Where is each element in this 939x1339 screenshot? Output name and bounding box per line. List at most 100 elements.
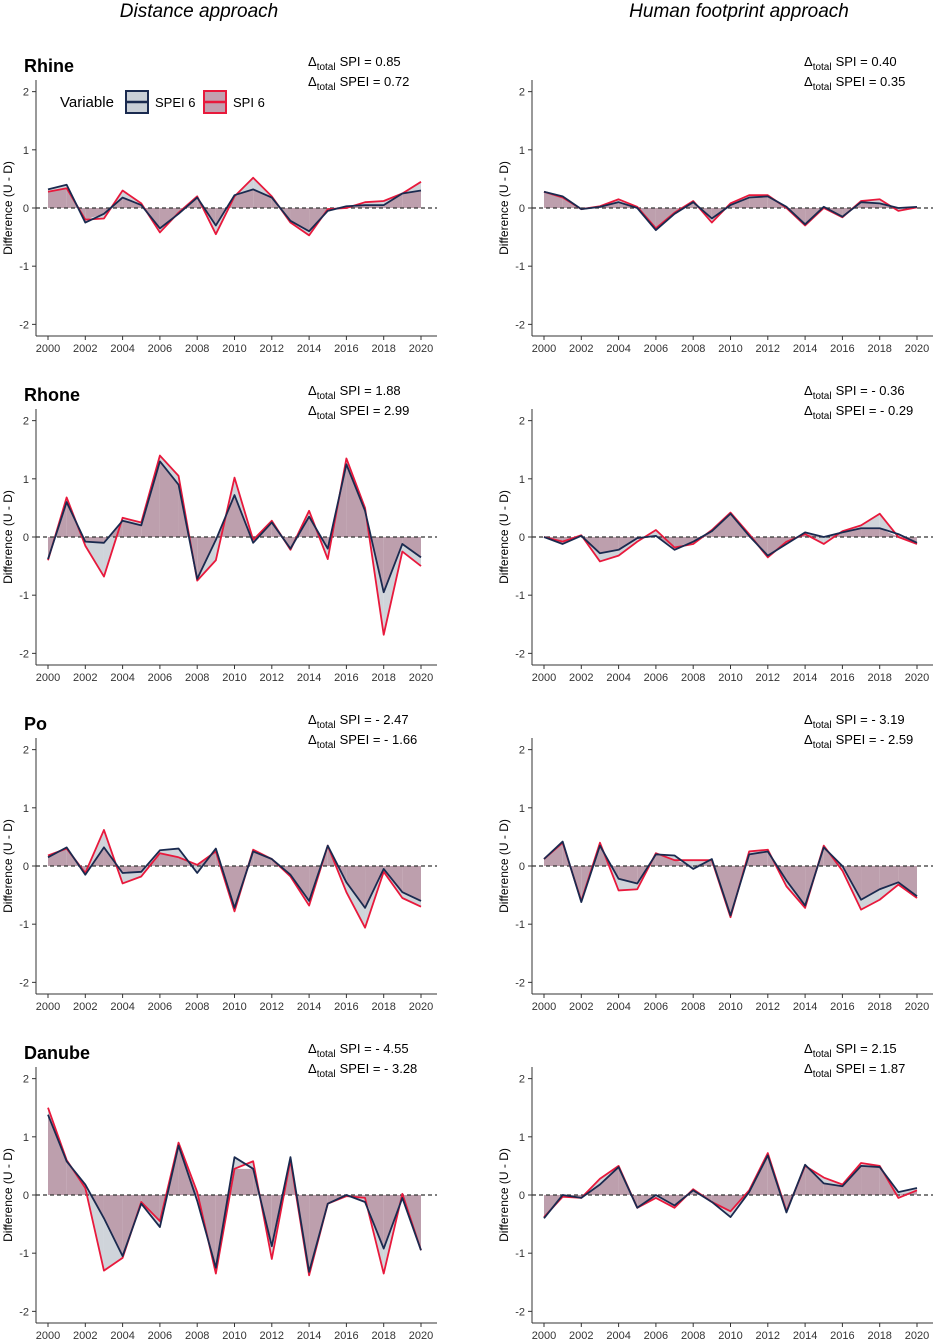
y-tick-label-rhine-footprint: 1: [519, 145, 525, 157]
band-area-rhine-distance-2006: [159, 208, 179, 229]
delta-spi-rhone-distance: Δtotal SPI = 1.88: [308, 383, 401, 402]
band-area-danube-distance-2001: [66, 1161, 86, 1195]
y-tick-label-danube-footprint: 0: [519, 1190, 525, 1202]
y-axis-label-po-distance: Difference (U - D): [1, 819, 15, 913]
x-tick-label-danube-footprint: 2012: [756, 1330, 780, 1339]
panel-rhone-distance: -2 -1 0 1 2 2000 2002 2004 2006 2008 2010 2012 2014 2…: [1, 383, 437, 684]
series-line-spei6-danube-distance: [47, 1114, 422, 1273]
band-area-rhone-footprint-2012: [767, 537, 787, 556]
y-tick-label-rhone-distance: 2: [23, 416, 29, 428]
y-tick-label-po-footprint: 1: [519, 803, 525, 815]
band-area-po-footprint-2013: [786, 866, 806, 906]
band-area-po-footprint-2011: [749, 851, 768, 866]
band-area-rhine-distance-2010: [234, 189, 254, 208]
x-tick-label-po-distance: 2018: [371, 1001, 395, 1013]
x-tick-label-danube-footprint: 2004: [606, 1330, 630, 1339]
y-tick-label-rhone-distance: -1: [19, 590, 29, 602]
band-area-rhone-footprint-2016: [842, 528, 862, 537]
x-tick-label-rhone-footprint: 2002: [569, 672, 593, 684]
band-area-po-distance-2013: [290, 866, 310, 901]
x-tick-label-danube-footprint: 2008: [681, 1330, 705, 1339]
x-tick-label-po-footprint: 2018: [867, 1001, 891, 1013]
band-between-po-distance-2016: [346, 882, 366, 928]
x-tick-label-po-footprint: 2006: [644, 1001, 668, 1013]
x-tick-label-danube-footprint: 2002: [569, 1330, 593, 1339]
x-tick-label-rhine-footprint: 2018: [867, 343, 891, 355]
band-area-rhine-distance-2013: [290, 208, 310, 232]
x-tick-label-po-footprint: 2000: [532, 1001, 556, 1013]
x-tick-label-rhone-footprint: 2006: [644, 672, 668, 684]
y-tick-label-po-footprint: 0: [519, 861, 525, 873]
x-tick-label-danube-footprint: 2018: [867, 1330, 891, 1339]
series-line-spei6-po-distance: [47, 844, 422, 909]
x-tick-label-rhone-distance: 2010: [222, 672, 246, 684]
y-tick-label-danube-distance: 2: [23, 1074, 29, 1086]
x-tick-label-rhone-footprint: 2000: [532, 672, 556, 684]
x-tick-label-danube-distance: 2016: [334, 1330, 358, 1339]
delta-spei-rhone-distance: Δtotal SPEI = 2.99: [308, 403, 409, 422]
band-area-po-footprint-2019: [898, 866, 917, 897]
band-area-rhone-distance-2006: [159, 461, 179, 537]
x-tick-label-po-footprint: 2012: [756, 1001, 780, 1013]
band-area-danube-distance-2005: [141, 1195, 160, 1222]
band-between-po-footprint-2004: [618, 878, 638, 891]
band-between-danube-distance-2003: [103, 1218, 123, 1271]
x-tick-label-rhine-footprint: 2020: [905, 343, 929, 355]
y-axis-label-rhine-footprint: Difference (U - D): [497, 161, 511, 255]
x-tick-label-rhone-distance: 2004: [110, 672, 134, 684]
band-area-po-distance-2000: [48, 848, 67, 866]
band-area-po-footprint-2000: [544, 842, 563, 866]
y-axis-label-po-footprint: Difference (U - D): [497, 819, 511, 913]
delta-spi-rhone-footprint: Δtotal SPI = - 0.36: [804, 383, 905, 402]
band-area-rhine-footprint-2000: [544, 191, 563, 208]
x-tick-label-rhone-footprint: 2010: [718, 672, 742, 684]
x-tick-label-po-distance: 2008: [185, 1001, 209, 1013]
y-axis-label-danube-footprint: Difference (U - D): [497, 1148, 511, 1242]
y-tick-label-po-footprint: -2: [515, 977, 525, 989]
column-title-right: Human footprint approach: [629, 1, 849, 22]
y-tick-label-danube-distance: -1: [19, 1248, 29, 1260]
x-tick-label-rhone-footprint: 2020: [905, 672, 929, 684]
x-tick-label-rhine-footprint: 2016: [830, 343, 854, 355]
band-area-rhine-distance-2011: [253, 189, 272, 208]
x-tick-label-rhone-distance: 2018: [371, 672, 395, 684]
x-tick-label-po-distance: 2016: [334, 1001, 358, 1013]
y-axis-label-rhone-distance: Difference (U - D): [1, 490, 15, 584]
x-tick-label-rhone-footprint: 2014: [793, 672, 817, 684]
y-tick-label-po-distance: -2: [19, 977, 29, 989]
band-area-rhone-footprint-2003: [599, 537, 619, 554]
x-tick-label-po-footprint: 2008: [681, 1001, 705, 1013]
x-tick-label-po-distance: 2004: [110, 1001, 134, 1013]
series-line-spi6-rhone-footprint: [543, 511, 918, 563]
x-tick-label-danube-footprint: 2006: [644, 1330, 668, 1339]
delta-spei-danube-footprint: Δtotal SPEI = 1.87: [804, 1061, 905, 1080]
band-area-po-distance-2005: [141, 853, 160, 872]
band-area-rhine-distance-2002: [85, 208, 104, 220]
y-tick-label-po-distance: 2: [23, 745, 29, 757]
y-tick-label-po-footprint: -1: [515, 919, 525, 931]
band-area-po-footprint-2006: [655, 854, 675, 866]
x-tick-label-rhone-footprint: 2018: [867, 672, 891, 684]
legend: Variable SPEI 6 SPI 6: [60, 90, 265, 114]
x-tick-label-rhine-distance: 2020: [409, 343, 433, 355]
band-area-rhine-distance-2019: [402, 190, 421, 208]
x-tick-label-po-footprint: 2020: [905, 1001, 929, 1013]
legend-label-spei6: SPEI 6: [155, 95, 195, 110]
x-tick-label-rhone-distance: 2016: [334, 672, 358, 684]
panel-rhone-footprint: -2 -1 0 1 2 2000 2002 2004 2006 2008 2010 2012 2014 2…: [497, 383, 933, 684]
panel-danube-footprint: -2 -1 0 1 2 2000 2002 2004 2006 2008 2010 2012 2014 2…: [497, 1041, 933, 1339]
band-area-danube-footprint-2009: [711, 1195, 731, 1212]
y-tick-label-danube-footprint: -2: [515, 1306, 525, 1318]
panel-danube-distance: -2 -1 0 1 2 2000 2002 2004 2006 2008 2010 2012 2014 2…: [1, 1041, 437, 1339]
series-line-spei6-danube-footprint: [543, 1154, 918, 1219]
x-tick-label-rhone-footprint: 2004: [606, 672, 630, 684]
band-area-danube-distance-2006: [159, 1145, 179, 1222]
band-between-po-distance-2004: [122, 871, 142, 884]
y-tick-label-rhine-distance: -2: [19, 319, 29, 331]
x-tick-label-po-distance: 2012: [260, 1001, 284, 1013]
band-area-po-distance-2016: [346, 866, 366, 908]
series-line-spei6-rhone-distance: [47, 460, 422, 594]
band-area-rhone-footprint-2006: [655, 535, 675, 548]
y-tick-label-rhine-distance: -1: [19, 261, 29, 273]
